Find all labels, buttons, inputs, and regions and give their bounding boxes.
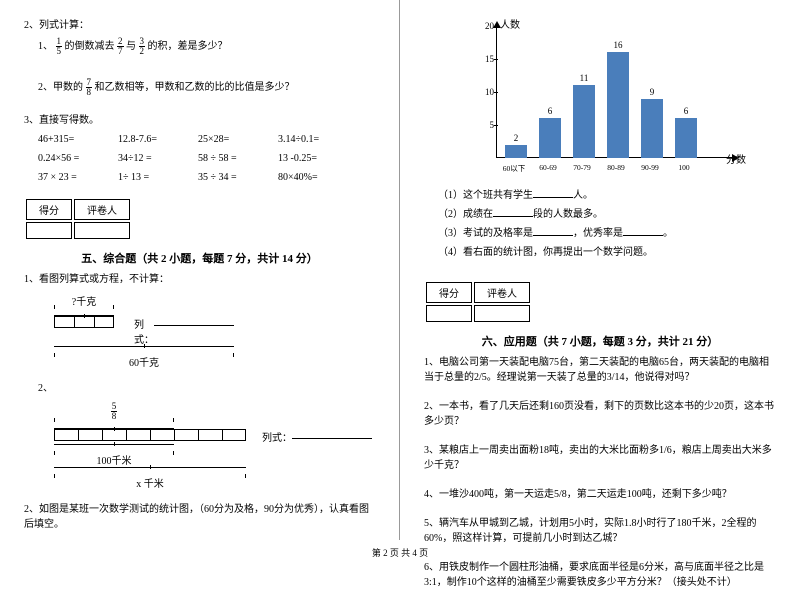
fill-3: （3）考试的及格率是，优秀率是。 [424,226,776,241]
app-q2: 2、一本书，看了几天后还剩160页没看，剩下的页数比这本书的少20页，这本书多少… [424,399,776,429]
d-sep: 2、 [24,381,375,396]
diagram-1: ?千克 列式： 60千克 [44,293,375,369]
bars-container: 26111696 [502,40,700,158]
frac-7-8: 78 [86,78,93,97]
mental-row3: 37 × 23 =1÷ 13 =35 ÷ 34 =80×40%= [24,170,375,185]
page-footer: 第 2 页 共 4 页 [0,546,800,559]
blank-2[interactable] [493,207,533,217]
frac-1-5: 15 [56,37,63,56]
diagram-2: 58 列式： 100千米 x 千米 [44,402,375,490]
section6-title: 六、应用题（共 7 小题，每题 3 分，共计 21 分） [424,333,776,349]
d1-blank[interactable] [154,316,234,326]
bar-chart: 人数 分数 26111696 60以下60-6970-7980-8990-991… [464,18,724,188]
fill-4: （4）看右面的统计图，你再提出一个数学问题。 [424,245,776,260]
d2-blank[interactable] [292,429,372,439]
d1-mid: 列式： [134,316,154,346]
d2-bottom2: x 千米 [54,475,246,490]
blank-3a[interactable] [533,226,573,236]
score-r: 评卷人 [74,199,130,220]
d1-top: ?千克 [54,293,114,308]
bar-3: 16 [604,40,632,158]
mental-row1: 46+315=12.8-7.6=25×28=3.14÷0.1= [24,132,375,147]
xtick-labels: 60以下60-6970-7980-8990-99100 [500,163,698,174]
q2-1-post: 的积，差是多少？ [148,41,228,52]
frac-2-7: 27 [117,37,124,56]
app-q4: 4、一堆沙400吨，第一天运走5/8，第二天运走100吨，还剩下多少吨？ [424,487,776,502]
bar-4: 9 [638,87,666,158]
app-q3: 3、某粮店上一周卖出面粉18吨，卖出的大米比面粉多1/6，粮店上周卖出大米多少千… [424,443,776,473]
q2-item1: 1、 15 的倒数减去 27 与 32 的积，差是多少？ [24,37,375,56]
bar-5: 6 [672,106,700,158]
bar-2: 11 [570,73,598,158]
section5-title: 五、综合题（共 2 小题，每题 7 分，共计 14 分） [24,250,375,266]
q2-1-pre: 1、 [38,41,53,52]
score-r-r: 评卷人 [474,282,530,303]
frac-5-8: 58 [111,402,118,421]
q2-title: 2、列式计算： [24,18,375,33]
fill-1: （1）这个班共有学生人。 [424,188,776,203]
score-l-r: 得分 [426,282,472,303]
c2-title: 2、如图是某班一次数学测试的统计图，（60分为及格，90分为优秀），认真看图后填… [24,502,375,532]
blank-3b[interactable] [623,226,663,236]
q2-1-mid2: 与 [126,41,136,52]
frac-3-2: 32 [139,37,146,56]
y-axis-label: 人数 [500,16,520,31]
q2-2-pre: 2、甲数的 [38,82,83,93]
score-l: 得分 [26,199,72,220]
d2-bottom1: 100千米 [54,452,174,467]
app-q1: 1、电脑公司第一天装配电脑75台，第二天装配的电脑65台，两天装配的电脑相当于总… [424,355,776,385]
score-box-right: 得分评卷人 [424,280,532,324]
blank-1[interactable] [533,188,573,198]
score-box-left: 得分评卷人 [24,197,132,241]
q2-2-post: 和乙数相等，甲数和乙数的比的比值是多少？ [95,82,295,93]
bar-0: 2 [502,133,530,158]
d2-mid: 列式： [262,429,292,444]
q2-item2: 2、甲数的 78 和乙数相等，甲数和乙数的比的比值是多少？ [24,78,375,97]
d1-bottom: 60千克 [54,354,234,369]
q2-1-mid1: 的倒数减去 [65,41,115,52]
mental-row2: 0.24×56 =34÷12 =58 ÷ 58 =13 -0.25= [24,151,375,166]
fill-2: （2）成绩在段的人数最多。 [424,207,776,222]
c1-title: 1、看图列算式或方程，不计算： [24,272,375,287]
q3-title: 3、直接写得数。 [24,113,375,128]
bar-1: 6 [536,106,564,158]
app-q5: 5、辆汽车从甲城到乙城，计划用5小时，实际1.8小时行了180千米，2全程的60… [424,516,776,546]
